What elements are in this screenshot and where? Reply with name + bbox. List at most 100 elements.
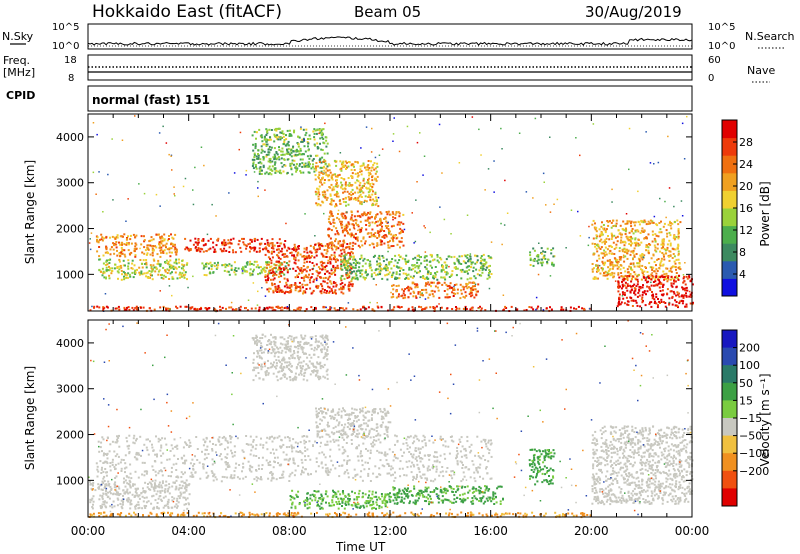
power-echo bbox=[244, 244, 247, 247]
power-echo bbox=[265, 140, 268, 143]
power-echo bbox=[98, 246, 101, 248]
velocity-echo bbox=[310, 473, 312, 476]
power-echo bbox=[215, 215, 217, 217]
power-echo bbox=[676, 219, 679, 222]
power-echo bbox=[549, 211, 552, 213]
power-echo bbox=[357, 174, 360, 177]
power-echo bbox=[412, 295, 415, 298]
velocity-echo bbox=[219, 443, 222, 446]
power-echo bbox=[611, 261, 614, 264]
power-echo bbox=[481, 258, 484, 261]
power-echo bbox=[276, 248, 278, 251]
power-echo bbox=[350, 194, 353, 197]
velocity-echo bbox=[361, 479, 364, 482]
power-echo bbox=[341, 282, 344, 285]
power-echo bbox=[371, 182, 373, 185]
power-echo bbox=[453, 287, 456, 290]
power-echo bbox=[132, 233, 135, 236]
power-echo bbox=[405, 254, 408, 257]
power-echo bbox=[340, 263, 343, 266]
velocity-echo bbox=[315, 470, 317, 473]
power-echo bbox=[466, 278, 469, 281]
power-echo bbox=[633, 224, 636, 227]
power-echo bbox=[432, 259, 434, 262]
power-echo bbox=[319, 261, 322, 264]
power-echo bbox=[626, 276, 629, 279]
power-echo bbox=[353, 266, 356, 269]
power-echo bbox=[347, 302, 350, 304]
power-echo bbox=[376, 260, 378, 263]
power-echo bbox=[182, 269, 185, 272]
power-echo bbox=[637, 239, 640, 241]
power-echo bbox=[615, 246, 618, 249]
power-echo bbox=[328, 235, 330, 237]
power-echo bbox=[123, 233, 126, 236]
power-echo bbox=[337, 209, 340, 212]
power-echo bbox=[329, 171, 332, 174]
power-echo bbox=[345, 226, 348, 229]
power-colorbar-segment bbox=[722, 278, 737, 297]
velocity-echo bbox=[261, 456, 264, 459]
velocity-echo bbox=[330, 459, 333, 462]
power-echo bbox=[468, 268, 471, 271]
power-echo bbox=[264, 253, 267, 256]
power-echo bbox=[665, 267, 668, 270]
power-echo bbox=[102, 272, 105, 275]
power-echo bbox=[145, 259, 148, 261]
power-echo bbox=[622, 256, 625, 259]
power-echo bbox=[169, 308, 171, 311]
power-echo bbox=[294, 276, 297, 279]
velocity-echo bbox=[147, 438, 149, 441]
power-echo bbox=[207, 239, 210, 242]
power-echo bbox=[304, 213, 306, 215]
velocity-echo bbox=[218, 436, 221, 439]
power-echo bbox=[145, 275, 148, 278]
power-echo bbox=[654, 233, 657, 236]
power-echo bbox=[129, 234, 132, 237]
power-echo bbox=[670, 282, 673, 285]
power-echo bbox=[662, 293, 665, 296]
power-echo bbox=[104, 264, 107, 266]
power-echo bbox=[253, 156, 256, 159]
power-echo bbox=[607, 273, 610, 276]
power-echo bbox=[641, 301, 644, 304]
power-echo bbox=[296, 167, 299, 170]
power-echo bbox=[546, 258, 549, 261]
power-echo bbox=[632, 275, 635, 278]
power-echo bbox=[184, 237, 187, 240]
power-echo bbox=[668, 297, 671, 300]
velocity-echo bbox=[468, 445, 471, 448]
power-echo bbox=[529, 259, 532, 262]
velocity-echo bbox=[436, 456, 439, 459]
power-echo bbox=[425, 288, 428, 291]
power-echo bbox=[311, 273, 314, 275]
power-echo bbox=[610, 252, 613, 255]
power-echo bbox=[362, 177, 365, 180]
velocity-echo bbox=[279, 445, 282, 448]
power-echo bbox=[152, 238, 155, 241]
velocity-echo bbox=[406, 466, 409, 469]
power-echo bbox=[326, 262, 329, 265]
power-echo bbox=[388, 241, 390, 243]
velocity-echo bbox=[211, 449, 214, 452]
power-echo bbox=[256, 238, 259, 241]
power-echo bbox=[371, 179, 374, 182]
velocity-echo bbox=[386, 453, 389, 456]
power-echo bbox=[211, 203, 213, 206]
power-echo bbox=[602, 224, 605, 226]
power-echo bbox=[368, 263, 371, 265]
power-echo bbox=[136, 306, 139, 309]
power-echo bbox=[536, 260, 539, 263]
power-echo bbox=[297, 259, 300, 262]
power-echo bbox=[314, 165, 317, 168]
power-echo bbox=[326, 270, 329, 273]
velocity-echo bbox=[267, 464, 270, 466]
power-echo bbox=[262, 158, 265, 161]
velocity-echo bbox=[475, 467, 478, 469]
power-echo bbox=[134, 255, 137, 258]
power-echo bbox=[652, 254, 655, 257]
power-echo bbox=[343, 265, 346, 268]
power-echo bbox=[459, 283, 462, 286]
velocity-echo bbox=[356, 473, 359, 476]
power-echo bbox=[170, 154, 173, 157]
